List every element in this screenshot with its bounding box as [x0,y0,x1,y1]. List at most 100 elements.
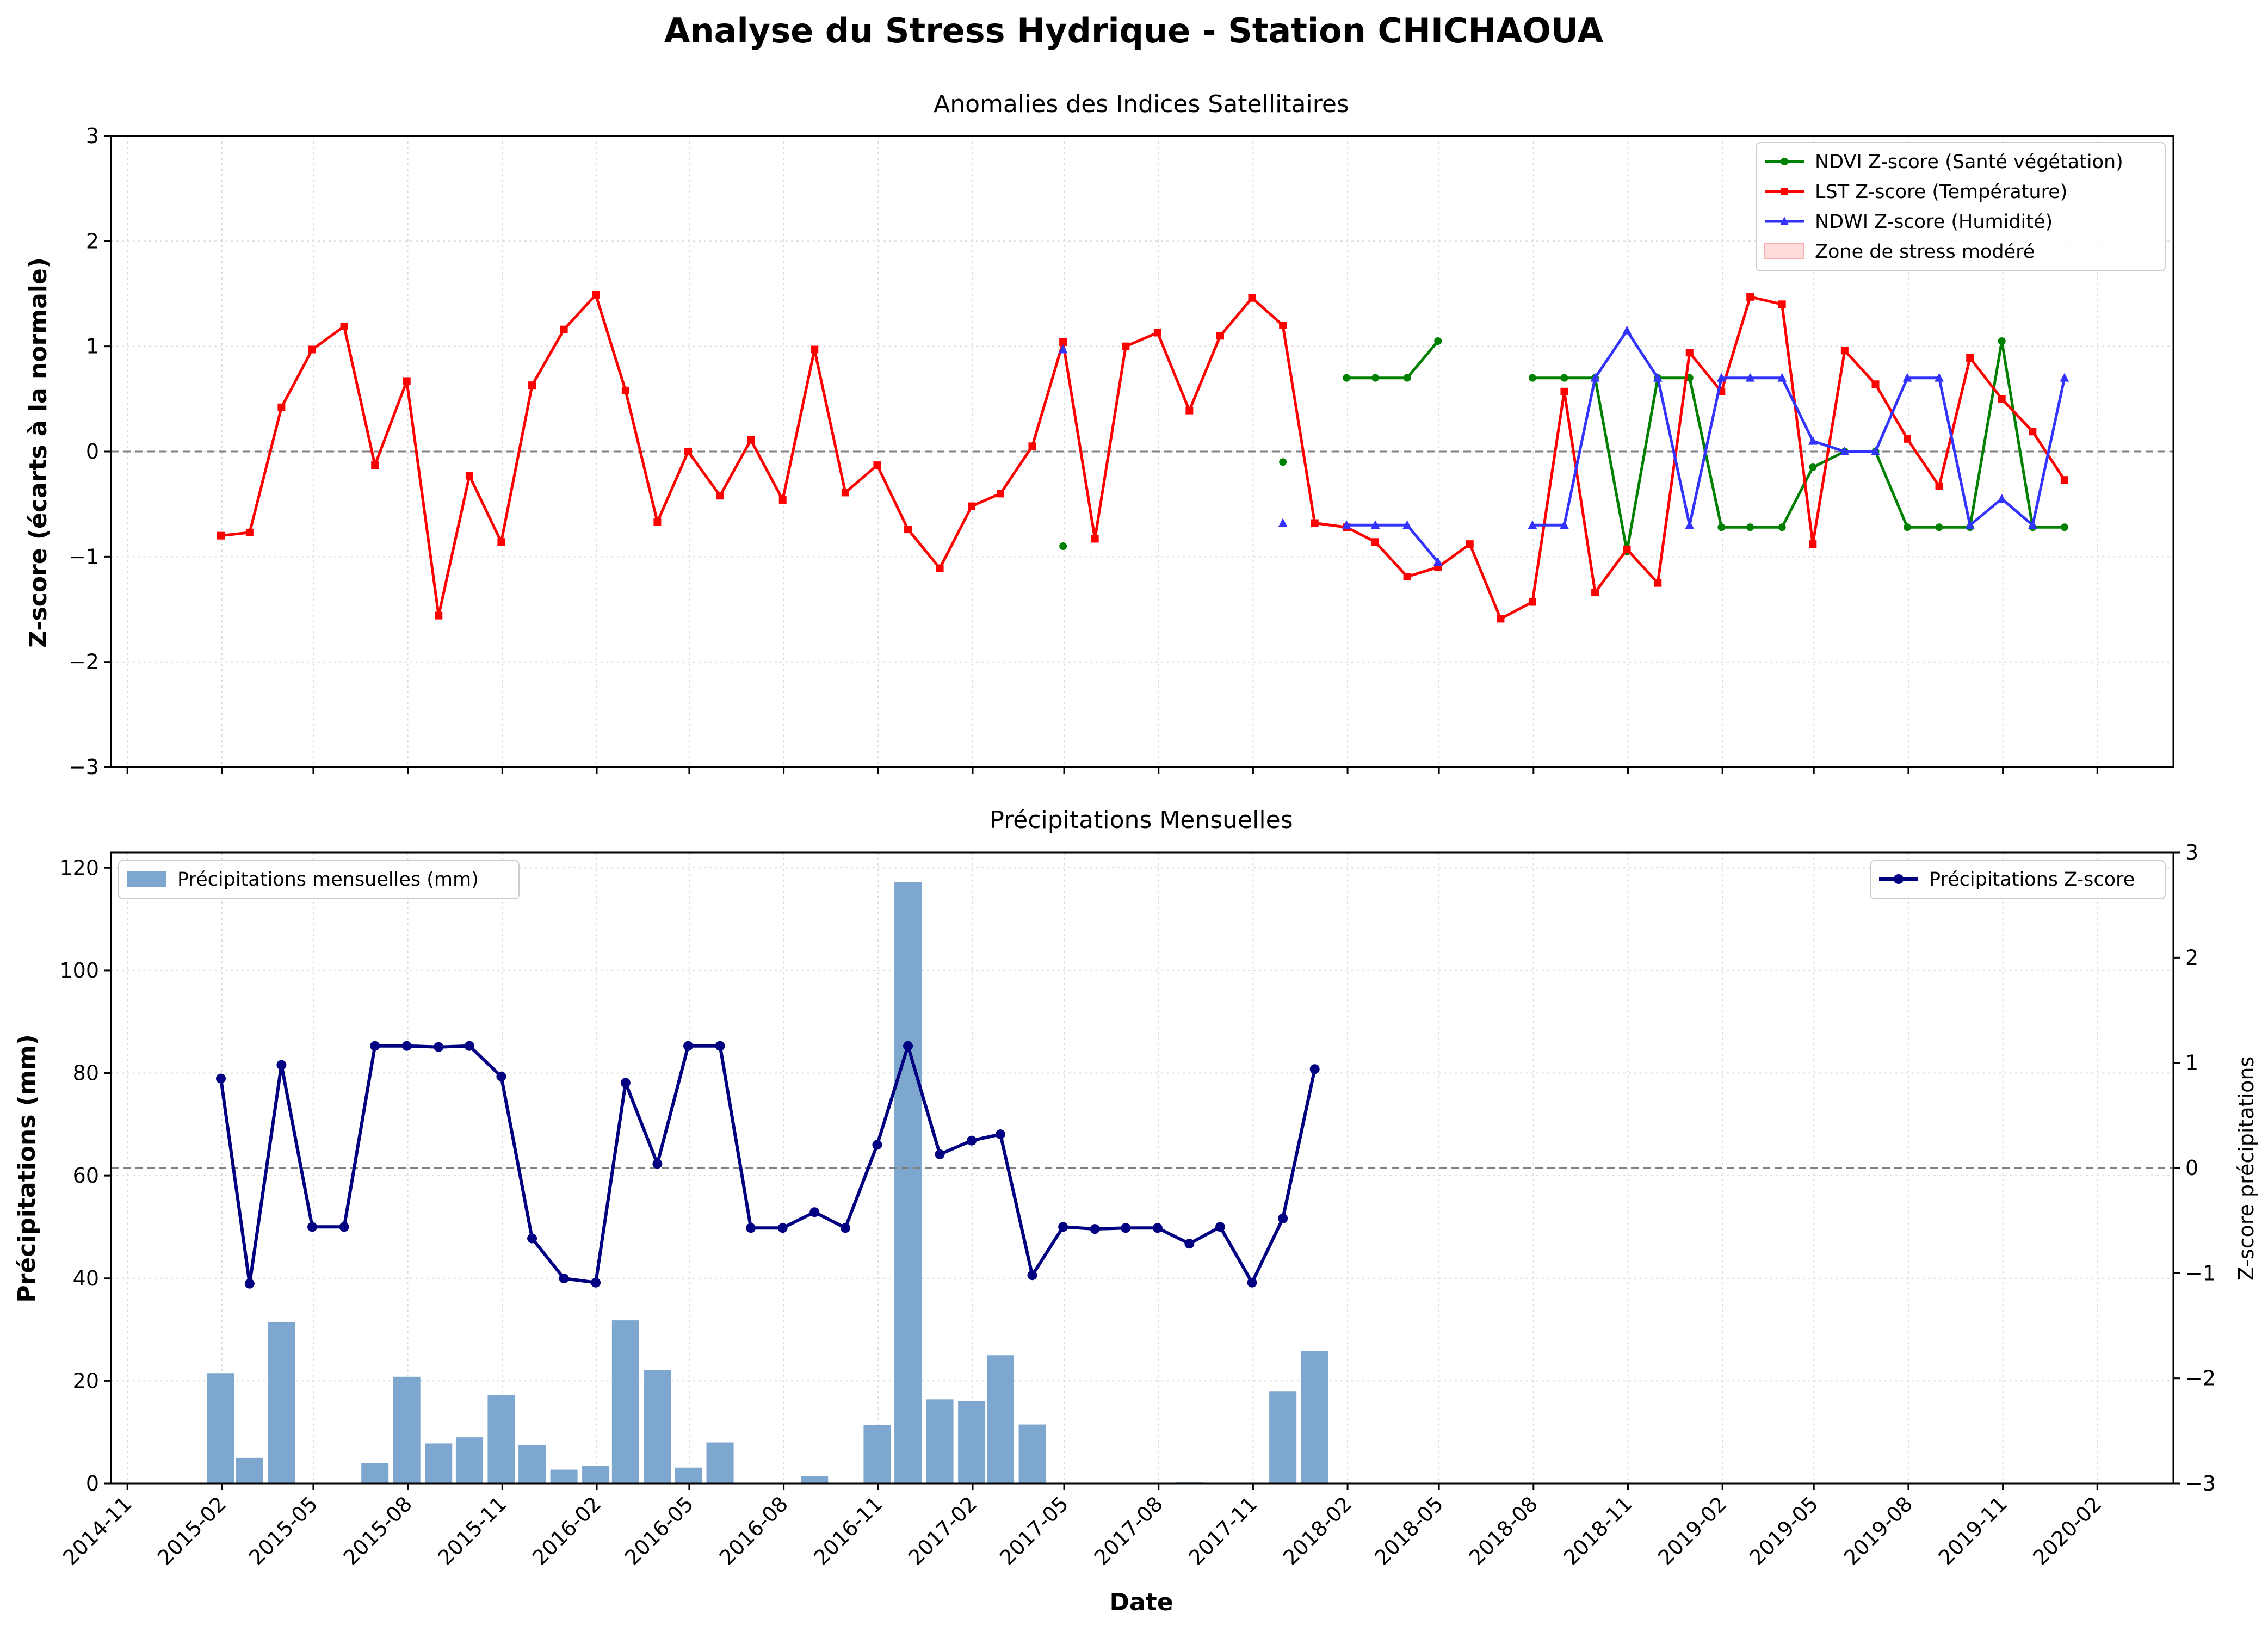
data-point [277,403,286,411]
zscore-legend: Précipitations Z-score [1870,860,2166,899]
data-point [1402,520,1412,529]
precip-bar [706,1442,734,1483]
legend-marker [1780,217,1789,225]
bottom-y2-tick-label: −3 [2185,1472,2216,1495]
data-point [778,496,787,504]
legend-label: Précipitations mensuelles (mm) [177,869,479,891]
data-point [340,322,348,330]
data-point [1371,538,1380,546]
top-plot-area: −3 −2 −1 0 1 2 3 NDVI Z-score (Santé végétation… [69,124,2174,779]
data-point [1778,300,1786,308]
data-point [217,531,225,540]
bottom-y2-tick-label: −2 [2185,1367,2216,1390]
data-point [652,1159,663,1169]
x-tick-label: 2019-02 [1653,1492,1731,1569]
data-point [2060,373,2069,382]
data-point [592,290,600,299]
data-point [1343,374,1351,382]
top-chart-ylabel: Z-score (écarts à la normale) [24,257,52,648]
data-point [1809,463,1817,471]
legend-label: LST Z-score (Température) [1815,181,2067,203]
data-point [245,528,254,536]
x-tick-label: 2016-05 [620,1492,698,1569]
data-point [1935,482,1943,490]
x-tick-label: 2017-02 [904,1492,981,1569]
legend-label: Précipitations Z-score [1929,869,2135,891]
data-point [1778,523,1786,531]
data-point [996,490,1004,498]
series-line [1346,523,1439,563]
data-point [1028,442,1036,450]
series-line [1532,339,2065,553]
data-point [464,1041,474,1051]
data-point [1342,520,1351,529]
x-tick-label: 2019-11 [1934,1492,2012,1569]
data-point [903,1041,913,1051]
precip-bar [518,1445,546,1483]
precip-bar [236,1457,263,1483]
data-point [1653,373,1663,382]
data-point [1058,1222,1068,1232]
data-point [968,502,976,510]
data-point [653,518,662,526]
data-point [1560,374,1568,382]
x-tick-label: 2017-08 [1090,1492,1167,1569]
precip-bar [1018,1424,1046,1483]
data-point [811,345,819,354]
data-point [2060,476,2068,484]
data-point [1311,519,1319,527]
x-tick-label: 2015-02 [153,1492,231,1569]
data-point [1153,329,1161,337]
x-tick-label: 2015-08 [339,1492,417,1569]
data-point [1185,406,1194,415]
precip-bar [425,1443,453,1483]
data-point [1935,523,1943,531]
data-point [527,1233,537,1244]
data-point [1121,1223,1131,1233]
data-point [1403,374,1411,382]
data-point [1685,349,1694,357]
data-point [1059,542,1067,550]
x-tick-label: 2018-02 [1278,1492,1356,1569]
data-point [1654,579,1662,587]
precip-bar [675,1467,702,1483]
precip-bar [455,1437,483,1483]
bars-legend: Précipitations mensuelles (mm) [118,860,520,899]
data-point [216,1073,226,1084]
precip-bar [644,1370,671,1483]
bottom-y-tick-label: 0 [86,1472,99,1495]
top-y-tick-label: −3 [69,755,99,779]
x-tick-label: 2018-05 [1370,1492,1448,1569]
bottom-chart-ylabel: Précipitations (mm) [13,1034,41,1302]
data-point [1497,615,1505,623]
data-point [1279,458,1287,466]
bottom-y-tick-label: 40 [73,1266,99,1290]
data-point [1248,294,1256,302]
legend-label: Zone de stress modéré [1815,241,2035,263]
x-tick-label: 2020-02 [2028,1492,2106,1569]
precip-bar [207,1373,235,1483]
data-point [873,461,881,469]
top-chart-title: Anomalies des Indices Satellitaires [934,90,1349,118]
precip-bar [1269,1391,1297,1483]
legend-label: NDWI Z-score (Humidité) [1815,211,2053,233]
data-point [591,1277,601,1288]
data-point [1279,322,1287,329]
data-point [1027,1270,1037,1281]
data-point [1433,557,1443,566]
data-point [935,1149,945,1159]
data-point [370,1041,380,1051]
series-line [1346,340,1439,380]
data-point [1434,337,1442,345]
data-point [1745,373,1755,382]
x-tick-label: 2017-11 [1184,1492,1262,1569]
data-point [904,526,912,534]
data-point [1560,387,1568,395]
data-point [1278,518,1288,527]
data-point [1840,446,1850,455]
bottom-y2-tick-label: −1 [2185,1261,2216,1285]
bottom-y2-tick-label: 3 [2185,840,2198,864]
figure-title: Analyse du Stress Hydrique - Station CHI… [664,11,1604,51]
x-tick-label: 2016-08 [715,1492,793,1569]
data-point [2029,428,2037,436]
